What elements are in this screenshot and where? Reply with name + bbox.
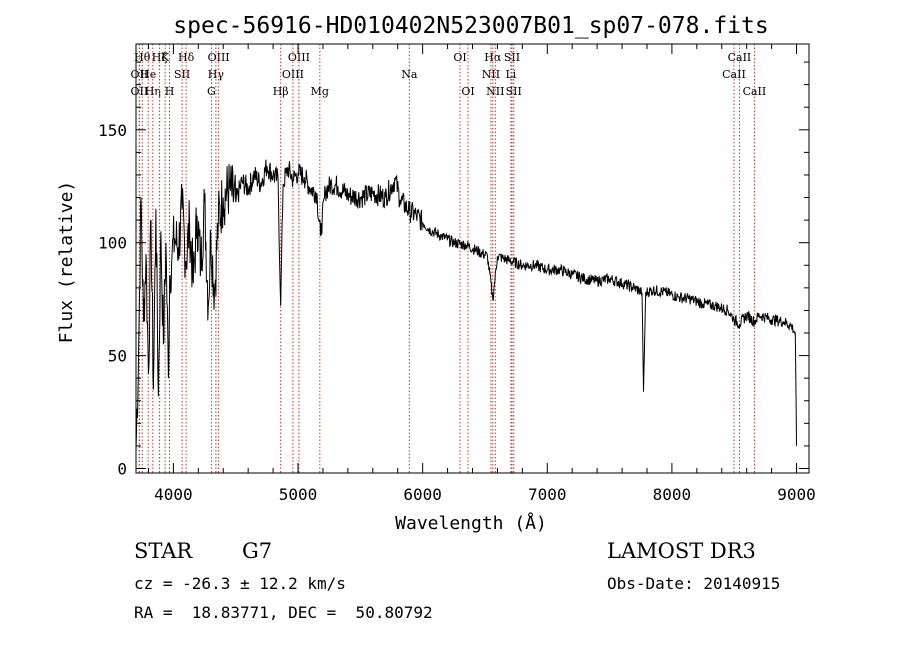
line-label: OIII <box>208 51 230 64</box>
x-tick-label: 9000 <box>777 485 816 504</box>
line-label: Hδ <box>178 51 195 64</box>
coordinates-text: RA = 18.83771, DEC = 50.80792 <box>134 603 433 622</box>
line-label: Hγ <box>208 68 225 81</box>
line-label: Mg <box>311 85 329 98</box>
y-tick-label: 100 <box>98 234 127 253</box>
line-label: OI <box>461 85 474 98</box>
survey-label: LAMOST DR3 <box>607 539 756 563</box>
line-label: NII <box>486 85 504 98</box>
redshift-text: cz = -26.3 ± 12.2 km/s <box>134 574 346 593</box>
line-label: SII <box>504 51 520 64</box>
x-tick-label: 7000 <box>528 485 567 504</box>
obs-date-text: Obs-Date: 20140915 <box>607 574 781 593</box>
chart-title: spec-56916-HD010402N523007B01_sp07-078.f… <box>173 13 768 39</box>
x-axis-label: Wavelength (Å) <box>395 512 547 534</box>
line-label: SII <box>174 68 190 81</box>
line-label: He <box>140 68 156 81</box>
line-label: G <box>207 85 216 98</box>
class-label: STAR <box>134 539 193 563</box>
line-label: NII <box>482 68 500 81</box>
line-label: CaII <box>728 51 752 64</box>
line-label: SII <box>506 85 522 98</box>
line-label: CaII <box>722 68 746 81</box>
x-tick-label: 4000 <box>154 485 193 504</box>
line-label: OII <box>131 85 149 98</box>
line-label: Na <box>401 68 418 81</box>
line-label: OII <box>131 68 149 81</box>
line-label: OI <box>453 51 466 64</box>
line-label: H <box>165 85 175 98</box>
y-tick-label: 50 <box>108 347 127 366</box>
x-tick-label: 5000 <box>279 485 318 504</box>
plot-frame <box>135 43 810 474</box>
subclass-label: G7 <box>242 539 273 563</box>
line-label: Hζ <box>152 51 168 64</box>
y-tick-label: 0 <box>117 459 127 478</box>
line-label: OIII <box>282 68 304 81</box>
line-label: Hθ <box>134 51 151 64</box>
line-label: Li <box>505 68 516 81</box>
line-label: K <box>161 51 170 64</box>
x-tick-label: 8000 <box>653 485 692 504</box>
x-tick-label: 6000 <box>403 485 442 504</box>
spectrum-series <box>135 159 797 451</box>
axes: 4000 5000 6000 7000 8000 9000 0 50 100 150 <box>98 44 816 504</box>
spectrum-line <box>135 159 797 451</box>
line-label: Hη <box>145 85 161 98</box>
line-label: CaII <box>743 85 767 98</box>
y-axis-label: Flux (relative) <box>56 181 77 344</box>
spectral-line-markers: HθOIIOIIHeHηHζKSIIHHδGHγOIIIHβOIIIOIIIMg… <box>131 44 767 473</box>
line-label: Hβ <box>273 85 289 98</box>
line-label: OIII <box>288 51 310 64</box>
y-tick-label: 150 <box>98 121 127 140</box>
line-label: Hα <box>484 51 502 64</box>
